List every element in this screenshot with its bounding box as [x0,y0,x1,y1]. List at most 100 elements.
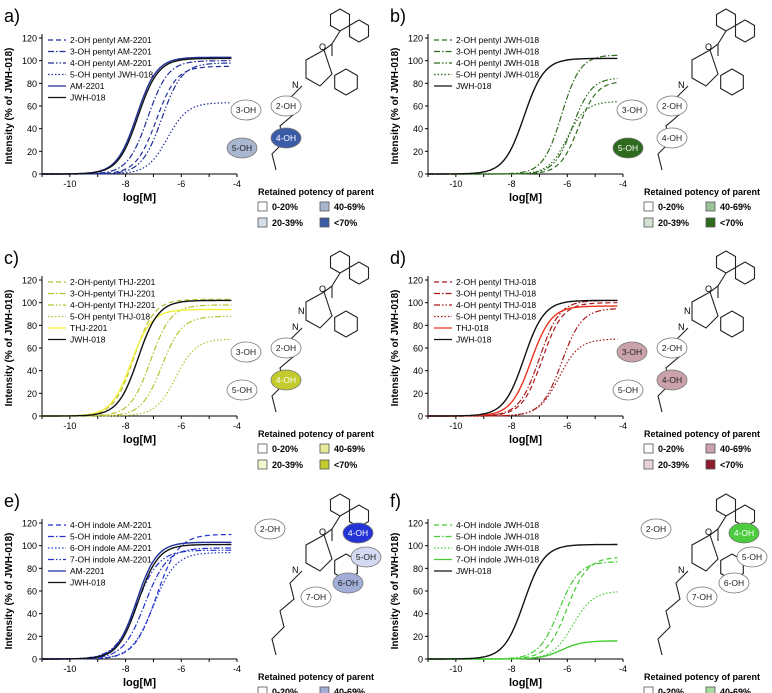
hydroxyl-label: 2-OH [646,524,666,534]
y-tick-label: 20 [27,147,37,157]
potency-label: 0-20% [658,687,684,693]
x-tick-label: -4 [619,179,627,189]
legend-label: 2-OH pentyl AM-2201 [70,35,152,45]
legend-label: 5-OH indole JWH-018 [456,532,539,542]
legend-label: JWH-018 [70,93,106,103]
potency-swatch [319,217,330,228]
hydroxyl-marker [728,522,760,544]
potency-label: 40-69% [334,687,365,693]
x-tick-label: -10 [63,179,76,189]
pentyl-chain [657,570,689,656]
panel-d: d) 0 20 40 60 80 100 120 -10 -8 -6 -4 log[M] Intensit… [390,248,760,470]
hydroxyl-marker [612,379,644,401]
hydroxyl-marker [230,341,262,363]
potency-label: <70% [720,460,743,470]
x-tick-label: -6 [177,421,185,431]
x-tick-label: -4 [619,664,627,674]
hydroxyl-marker [226,379,258,401]
potency-label: 20-39% [658,460,689,470]
hydroxyl-label: 2-OH [260,524,280,534]
panel-label: a) [4,6,20,26]
hydroxyl-marker [616,99,648,121]
naphthalene-ring [329,8,351,32]
y-tick-label: 0 [32,412,37,422]
y-tick-label: 20 [413,389,423,399]
legend-label: 6-OH indole AM-2201 [70,543,152,553]
hydroxyl-label: 4-OH [734,528,754,538]
series-line [428,77,618,175]
hydroxyl-label: 5-OH [618,143,638,153]
y-tick-label: 0 [418,412,423,422]
hydroxyl-marker [300,586,332,608]
hydroxyl-marker [350,546,382,568]
x-axis-label: log[M] [509,192,542,204]
series-line [428,101,618,175]
hydroxyl-label: 3-OH [236,347,256,357]
y-tick-label: 80 [27,321,37,331]
x-tick-label: -8 [122,179,130,189]
series-line [428,302,618,417]
x-tick-label: -8 [508,421,516,431]
hydroxyl-marker [656,369,688,391]
legend-label: 7-OH indole JWH-018 [456,555,539,565]
legend-label: 4-OH pentyl JWH-018 [456,58,539,68]
nitrogen-atom: N [678,565,685,575]
hydroxyl-marker [270,95,302,117]
hydroxyl-label: 5-OH [232,385,252,395]
legend-label: AM-2201 [70,566,105,576]
potency-swatch [643,459,654,470]
y-tick-label: 100 [408,541,423,551]
potency-swatch [257,459,268,470]
hydroxyl-marker [640,518,672,540]
oxygen-atom: O [319,527,326,537]
y-axis-label: Intensity (% of JWH-018) [4,48,15,165]
legend-label: 6-OH indole JWH-018 [456,543,539,553]
series-line [428,299,618,417]
potency-swatch [705,217,716,228]
hydroxyl-label: 5-OH [356,552,376,562]
legend-label: 4-OH indole AM-2201 [70,520,152,530]
potency-label: 0-20% [272,687,298,693]
y-axis-label: Intensity (% of JWH-018) [4,290,15,407]
potency-label: 40-69% [720,202,751,212]
hydroxyl-marker [686,586,718,608]
y-tick-label: 40 [413,366,423,376]
panel-f: f) 0 20 40 60 80 100 120 -10 -8 -6 -4 log[M] Intensit… [390,491,768,693]
potency-label: <70% [334,460,357,470]
y-tick-label: 80 [27,564,37,574]
y-tick-label: 80 [413,79,423,89]
molecule-structure: O NN 3-OH 2-OH 4-OH 5-OH [226,250,370,413]
legend-label: AM-2201 [70,81,105,91]
series-line [42,543,232,660]
benzene-ring [334,68,358,96]
panel-label: b) [390,6,406,26]
panel-label: d) [390,248,406,268]
y-tick-label: 20 [27,389,37,399]
potency-swatch [643,201,654,212]
hydroxyl-marker [656,127,688,149]
legend-label: JWH-018 [456,335,492,345]
nitrogen-atom: N [292,80,299,90]
hydroxyl-label: 3-OH [622,347,642,357]
naphthalene-ring [715,250,737,274]
hydroxyl-marker [736,546,768,568]
x-tick-label: -10 [63,421,76,431]
y-tick-label: 40 [27,366,37,376]
y-tick-label: 60 [413,344,423,354]
series-line [42,102,232,175]
hydroxyl-marker [332,572,364,594]
potency-label: 20-39% [272,218,303,228]
potency-swatch [319,443,330,454]
oxygen-atom: O [319,284,326,294]
hydroxyl-label: 7-OH [306,592,326,602]
y-tick-label: 100 [22,541,37,551]
potency-legend-title: Retained potency of parent [258,429,374,439]
y-tick-label: 0 [32,170,37,180]
five-membered-ring [305,291,333,329]
x-tick-label: -4 [233,664,241,674]
hydroxyl-label: 3-OH [622,105,642,115]
hydroxyl-label: 2-OH [276,343,296,353]
hydroxyl-marker [270,369,302,391]
five-membered-ring [691,291,719,329]
